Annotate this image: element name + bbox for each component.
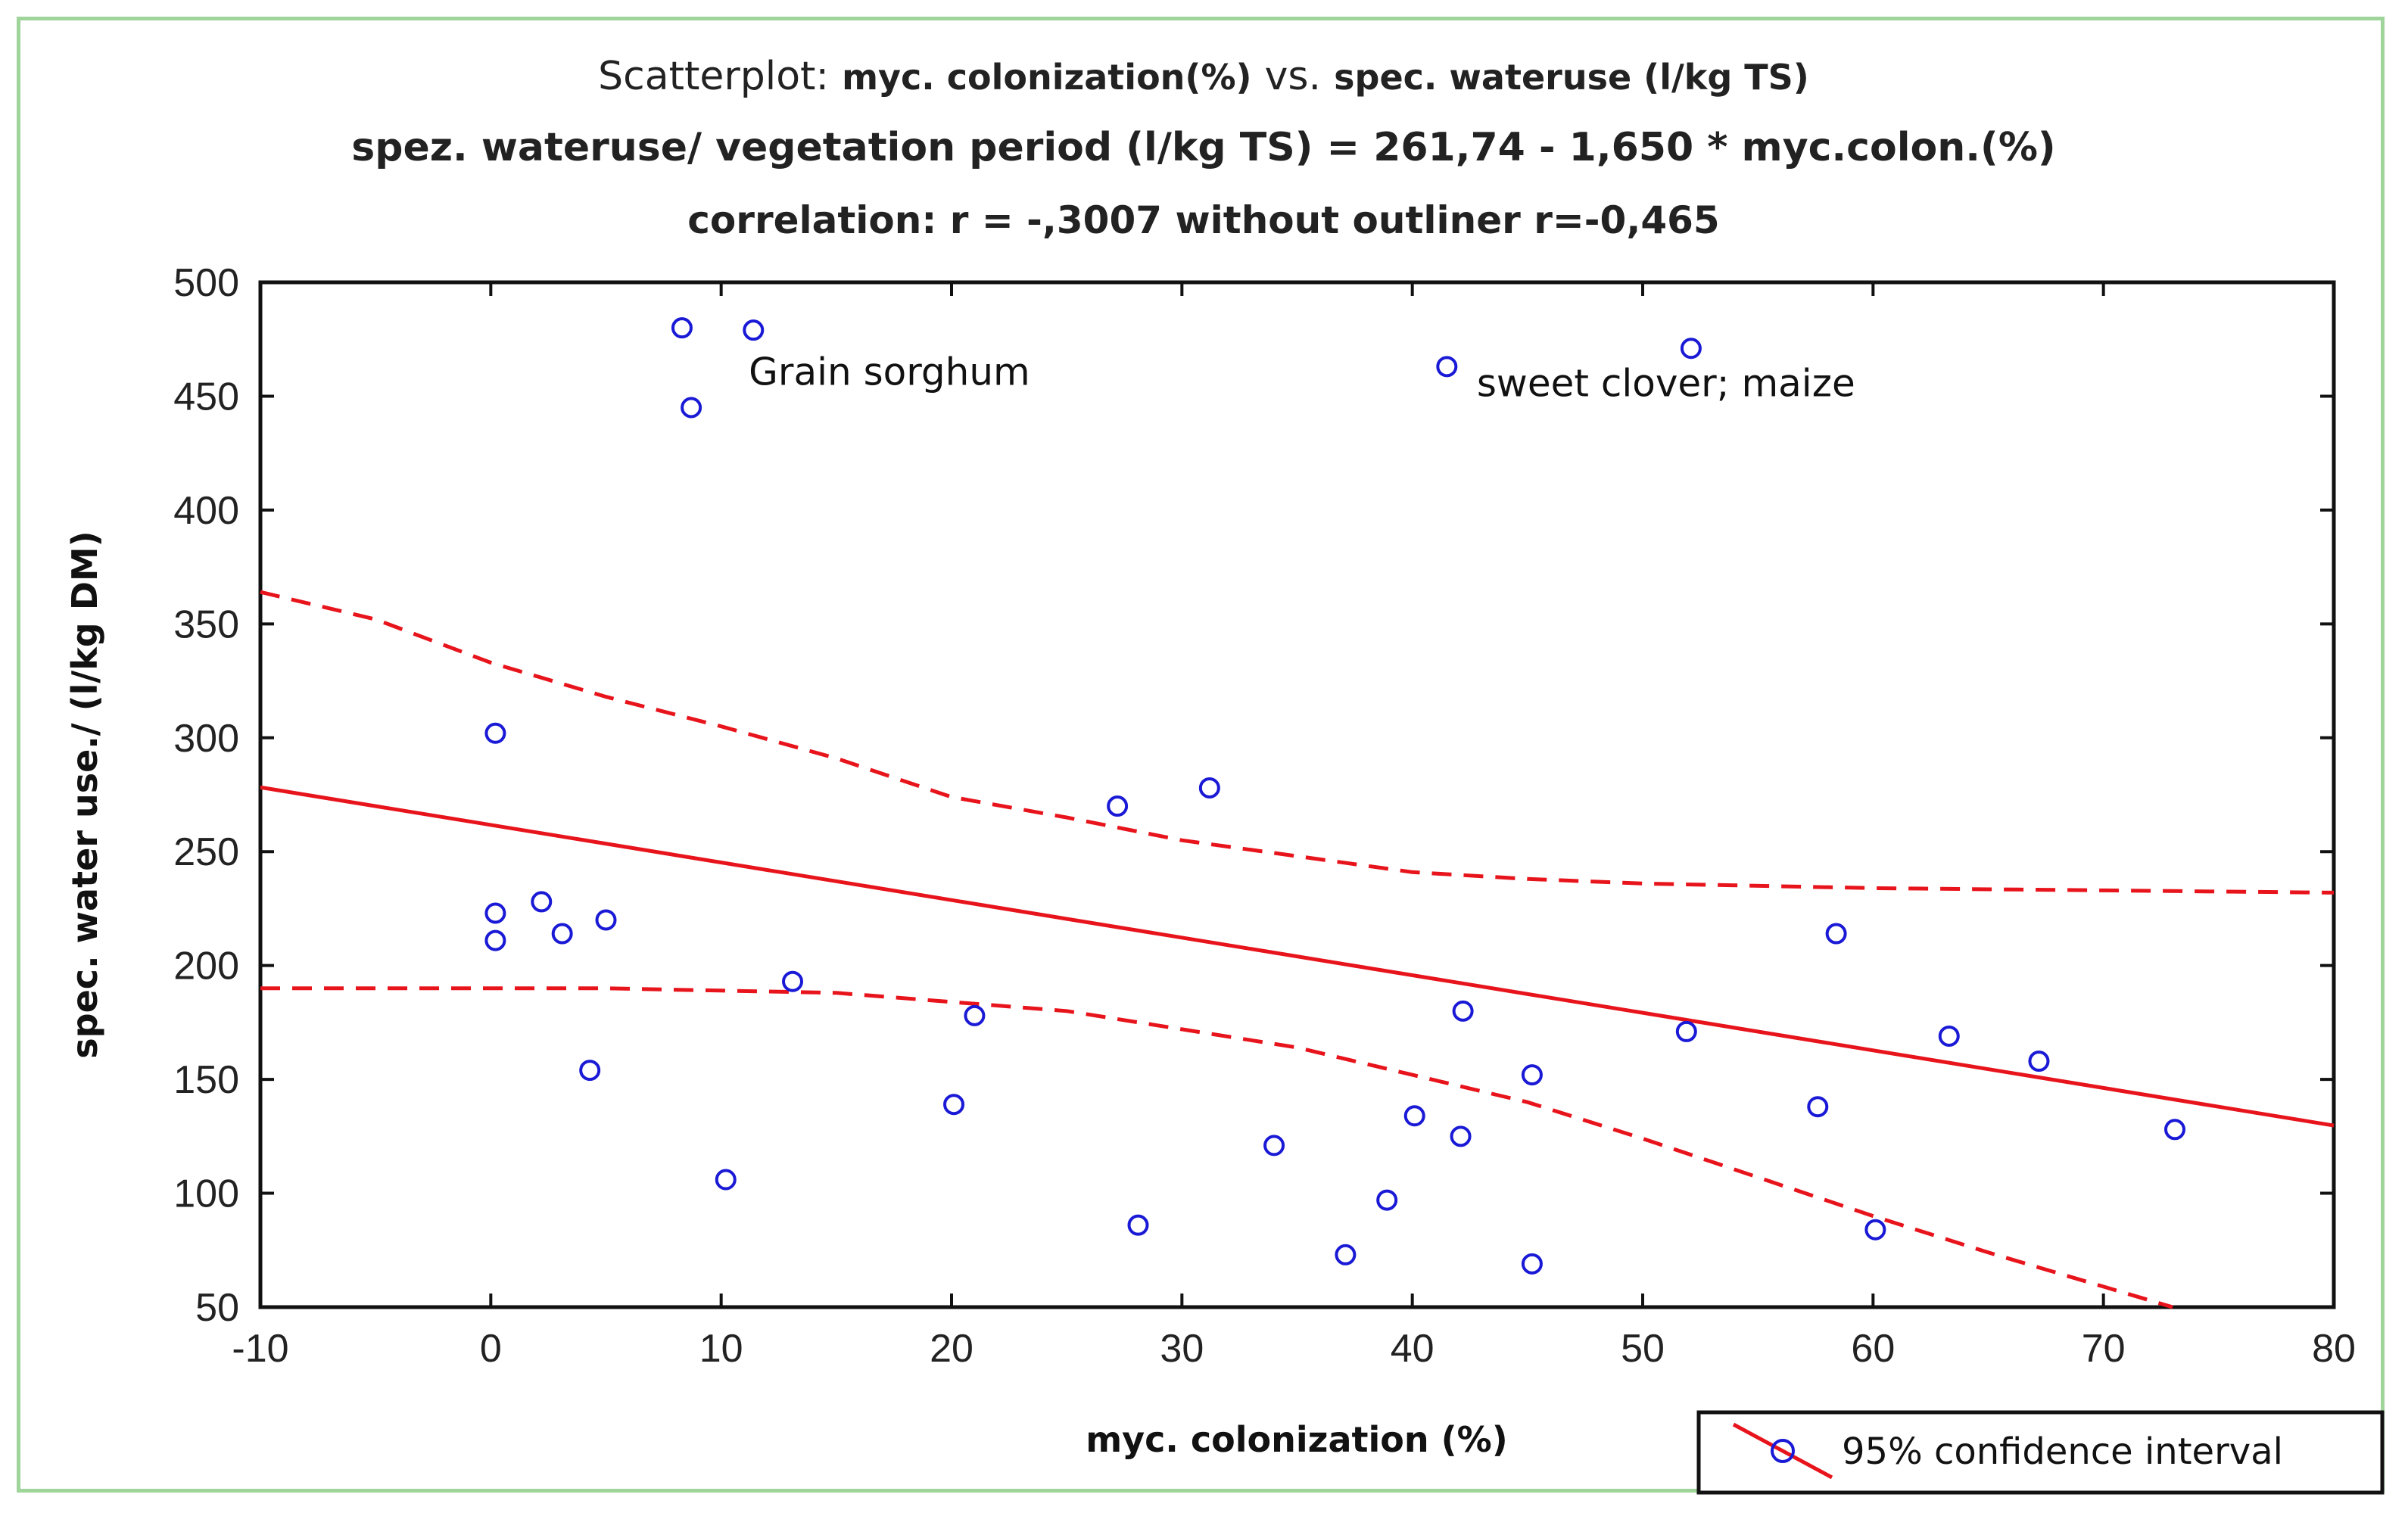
data-point (1335, 1244, 1357, 1266)
data-point (681, 397, 702, 419)
y-tick-label: 50 (195, 1286, 239, 1330)
data-point (2164, 1119, 2186, 1141)
y-tick-label: 100 (173, 1172, 239, 1216)
data-point (743, 319, 765, 341)
data-point (2028, 1051, 2050, 1072)
y-axis-ticks (260, 281, 2334, 1309)
data-point (1680, 338, 1702, 360)
data-point (1403, 1105, 1425, 1127)
data-point (595, 909, 617, 931)
data-point (1376, 1189, 1398, 1211)
data-point (1452, 1000, 1474, 1022)
y-axis-tick-labels: 50 100 150 200 250 300 350 400 450 500 (173, 261, 239, 1330)
data-point (1864, 1219, 1886, 1241)
chart-subtitle-correlation: correlation: r = -,3007 without outliner… (687, 198, 1719, 242)
x-tick-label: -10 (232, 1327, 288, 1371)
y-tick-label: 200 (173, 945, 239, 988)
regression-line (260, 785, 2335, 1128)
y-tick-label: 400 (173, 489, 239, 533)
y-tick-label: 500 (173, 261, 239, 305)
data-point (1938, 1025, 1960, 1047)
data-point (943, 1094, 965, 1116)
data-point (1521, 1253, 1543, 1275)
x-tick-label: 60 (1851, 1327, 1895, 1371)
data-point (579, 1060, 601, 1082)
chart-title: Scatterplot: myc. colonization(%) vs. sp… (598, 54, 1809, 99)
chart-subtitle-equation: spez. wateruse/ vegetation period (l/kg … (351, 125, 2055, 170)
legend-label: 95% confidence interval (1842, 1431, 2283, 1473)
ci-upper-line (260, 590, 2335, 895)
data-point (1263, 1135, 1285, 1157)
data-point (782, 970, 804, 992)
annotation-sweet-clover-maize: sweet clover; maize (1477, 361, 1855, 405)
data-point (964, 1004, 986, 1026)
legend-box (1696, 1410, 2385, 1495)
title-vs: vs. (1265, 54, 1321, 99)
data-point (1198, 777, 1220, 799)
data-point (484, 929, 506, 951)
data-point (551, 923, 573, 945)
data-points (484, 317, 2186, 1275)
x-axis-tick-labels: -10 0 10 20 30 40 50 60 70 80 (232, 1327, 2356, 1371)
legend: 95% confidence interval (1696, 1410, 2385, 1495)
data-point (1107, 795, 1129, 817)
data-point (1807, 1096, 1829, 1118)
data-point (484, 722, 506, 744)
title-x-variable: myc. colonization(%) (842, 57, 1252, 98)
x-tick-label: 20 (930, 1327, 973, 1371)
x-tick-label: 40 (1391, 1327, 1435, 1371)
x-tick-label: 0 (480, 1327, 502, 1371)
x-tick-label: 70 (2082, 1327, 2126, 1371)
data-point (1127, 1214, 1149, 1236)
legend-point-swatch (1771, 1439, 1795, 1463)
x-tick-label: 30 (1160, 1327, 1204, 1371)
data-point (1450, 1125, 1472, 1147)
data-point (484, 902, 506, 924)
data-point (1436, 356, 1458, 378)
y-axis-label: spec. water use./ (l/kg DM) (64, 531, 105, 1058)
plot-area-border (258, 280, 2336, 1309)
data-point (531, 891, 553, 913)
data-point (1825, 923, 1847, 945)
y-tick-label: 300 (173, 717, 239, 761)
y-tick-label: 150 (173, 1058, 239, 1102)
ci-lower-line (260, 986, 2173, 1309)
x-tick-label: 10 (699, 1327, 743, 1371)
y-tick-label: 350 (173, 602, 239, 646)
x-tick-label: 50 (1621, 1327, 1665, 1371)
y-tick-label: 250 (173, 830, 239, 874)
data-point (1521, 1064, 1543, 1086)
data-point (1675, 1020, 1697, 1042)
annotation-grain-sorghum: Grain sorghum (749, 350, 1030, 394)
x-tick-label: 80 (2312, 1327, 2356, 1371)
chart-frame (17, 17, 2385, 1493)
data-point (671, 317, 693, 339)
legend-line-swatch (1732, 1422, 1833, 1480)
y-tick-label: 450 (173, 375, 239, 419)
x-axis-ticks (259, 282, 2335, 1307)
title-prefix: Scatterplot: (598, 54, 829, 99)
x-axis-label: myc. colonization (%) (1086, 1419, 1508, 1460)
title-y-variable: spec. wateruse (l/kg TS) (1334, 57, 1809, 98)
data-point (715, 1169, 737, 1191)
